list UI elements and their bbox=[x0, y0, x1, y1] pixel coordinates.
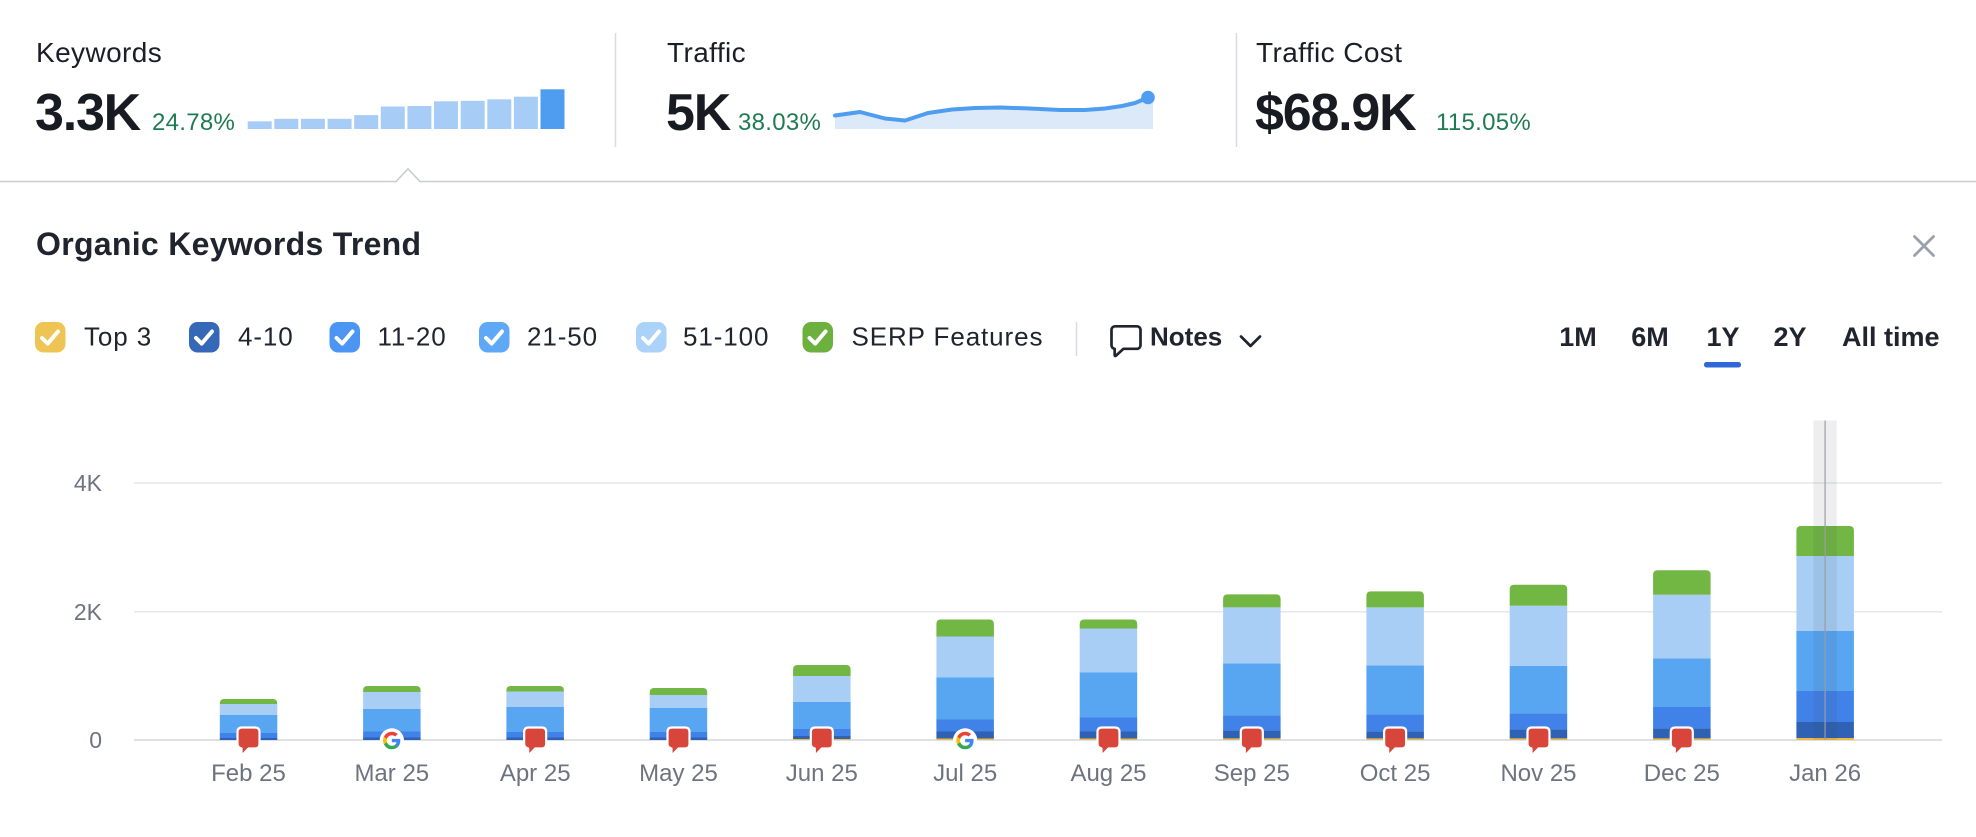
svg-text:Top 3: Top 3 bbox=[84, 322, 152, 352]
svg-text:Keywords: Keywords bbox=[36, 37, 162, 68]
svg-text:11-20: 11-20 bbox=[378, 322, 447, 352]
svg-text:5K: 5K bbox=[666, 84, 732, 142]
svg-text:Jun 25: Jun 25 bbox=[786, 760, 858, 787]
svg-text:2Y: 2Y bbox=[1773, 322, 1806, 352]
svg-text:24.78%: 24.78% bbox=[152, 109, 235, 136]
svg-text:Jul 25: Jul 25 bbox=[933, 760, 997, 787]
svg-text:Dec 25: Dec 25 bbox=[1644, 760, 1720, 787]
svg-text:4-10: 4-10 bbox=[238, 322, 294, 352]
svg-text:4K: 4K bbox=[74, 470, 103, 496]
svg-text:51-100: 51-100 bbox=[683, 322, 769, 352]
svg-text:Feb 25: Feb 25 bbox=[211, 760, 286, 787]
svg-text:3.3K: 3.3K bbox=[35, 84, 142, 142]
svg-text:2K: 2K bbox=[74, 599, 103, 625]
svg-text:1M: 1M bbox=[1559, 322, 1597, 352]
svg-text:SERP Features: SERP Features bbox=[852, 322, 1044, 352]
svg-text:6M: 6M bbox=[1631, 322, 1669, 352]
svg-text:1Y: 1Y bbox=[1706, 322, 1739, 352]
svg-text:Aug 25: Aug 25 bbox=[1070, 760, 1146, 787]
svg-text:0: 0 bbox=[89, 727, 102, 753]
svg-text:Notes: Notes bbox=[1150, 322, 1222, 352]
svg-text:All time: All time bbox=[1842, 322, 1940, 352]
svg-text:Mar 25: Mar 25 bbox=[354, 760, 429, 787]
svg-text:Traffic Cost: Traffic Cost bbox=[1256, 37, 1402, 68]
svg-text:Jan 26: Jan 26 bbox=[1789, 760, 1861, 787]
svg-text:Oct 25: Oct 25 bbox=[1360, 760, 1431, 787]
svg-text:115.05%: 115.05% bbox=[1436, 109, 1531, 136]
svg-text:21-50: 21-50 bbox=[527, 322, 598, 352]
svg-text:Organic Keywords Trend: Organic Keywords Trend bbox=[36, 226, 421, 262]
svg-text:May 25: May 25 bbox=[639, 760, 718, 787]
svg-text:$68.9K: $68.9K bbox=[1255, 84, 1417, 142]
svg-text:Sep 25: Sep 25 bbox=[1214, 760, 1290, 787]
svg-text:Nov 25: Nov 25 bbox=[1500, 760, 1576, 787]
svg-text:Apr 25: Apr 25 bbox=[500, 760, 571, 787]
svg-text:38.03%: 38.03% bbox=[738, 109, 821, 136]
svg-text:Traffic: Traffic bbox=[667, 37, 746, 68]
